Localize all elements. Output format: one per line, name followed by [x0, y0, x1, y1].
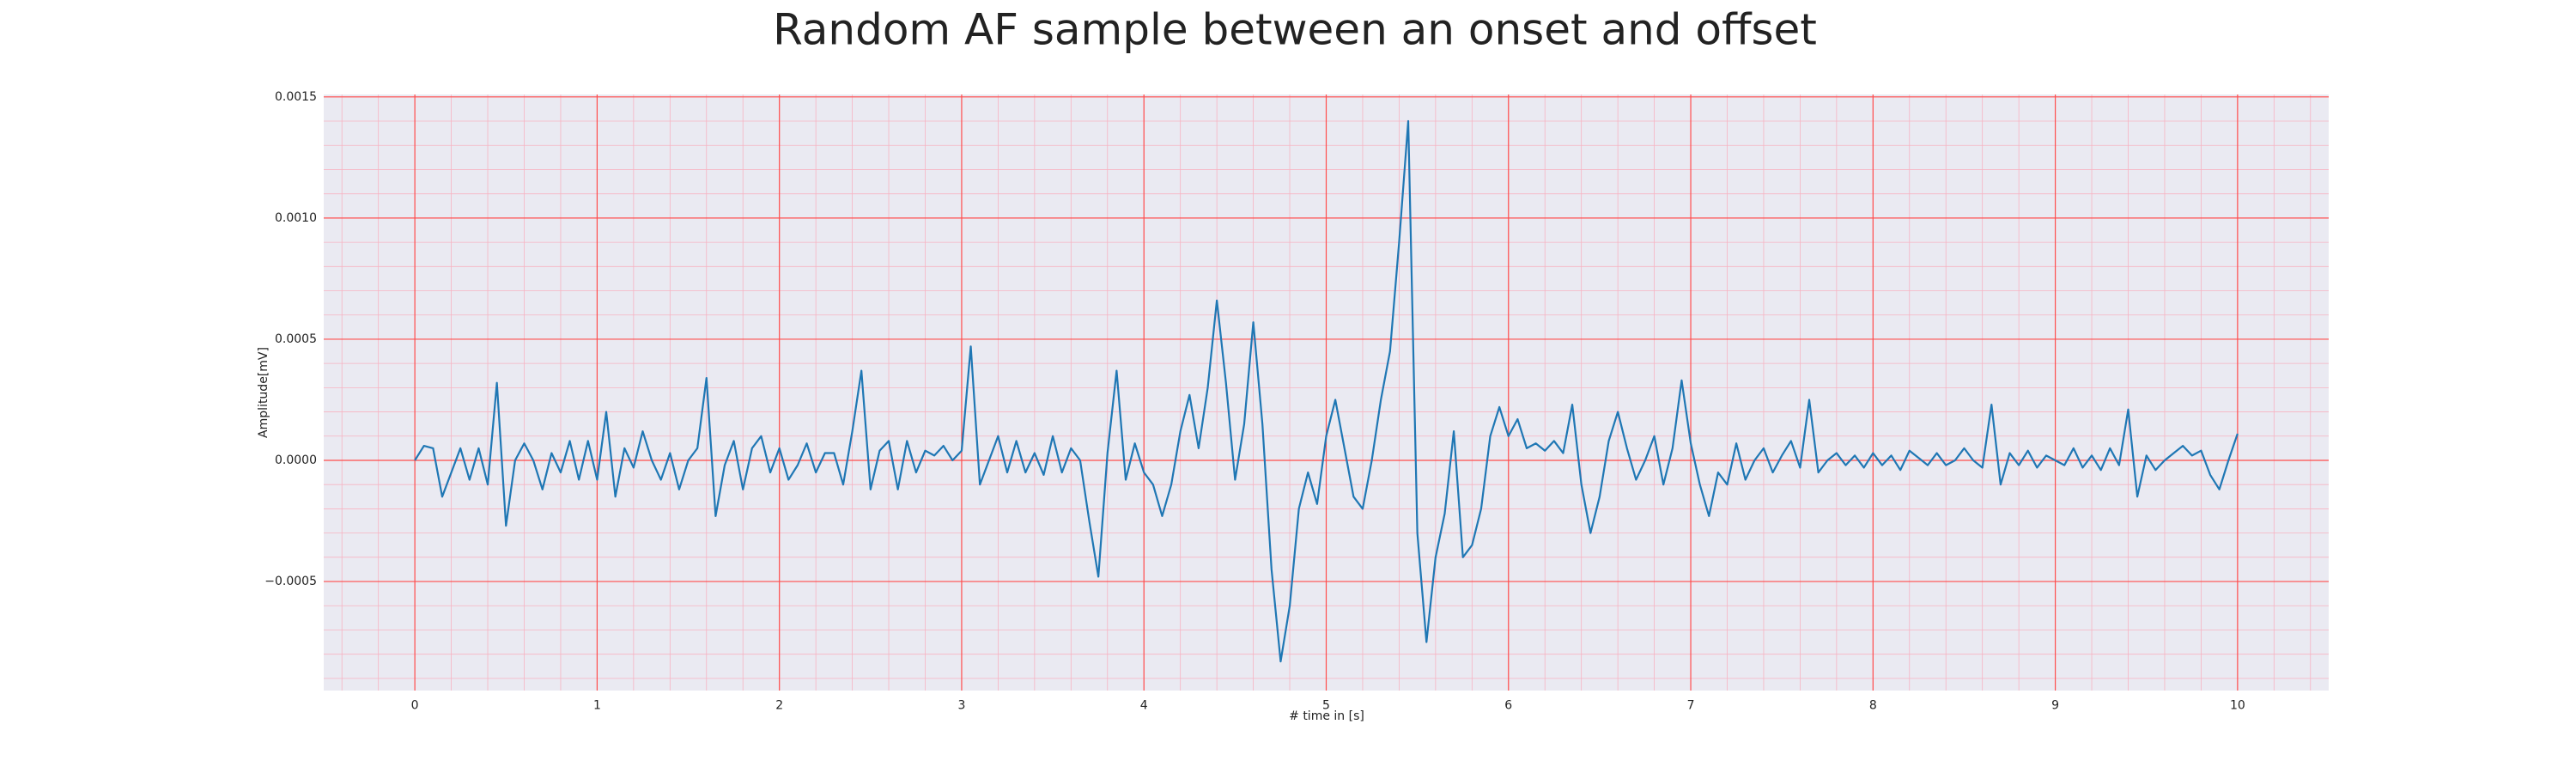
x-tick-label: 0 — [411, 699, 419, 713]
x-tick-label: 9 — [2051, 699, 2059, 713]
y-tick-label: 0.0005 — [275, 332, 317, 346]
x-tick-label: 6 — [1504, 699, 1512, 713]
y-tick-label: 0.0000 — [275, 453, 317, 467]
x-tick-label: 5 — [1322, 699, 1330, 713]
signal-line — [414, 119, 2239, 663]
x-tick-label: 1 — [593, 699, 601, 713]
y-tick-label: 0.0010 — [275, 211, 317, 225]
chart-title: Random AF sample between an onset and of… — [773, 5, 1817, 55]
x-tick-label: 10 — [2230, 699, 2245, 713]
y-axis-label: Amplitude[mV] — [257, 347, 270, 438]
x-tick-label: 2 — [775, 699, 783, 713]
y-tick-label: −0.0005 — [264, 575, 317, 588]
x-axis-label: # time in [s] — [1289, 709, 1364, 723]
x-tick-label: 7 — [1687, 699, 1695, 713]
y-tick-label: 0.0015 — [275, 90, 317, 104]
x-tick-label: 3 — [957, 699, 965, 713]
x-tick-label: 4 — [1140, 699, 1148, 713]
x-tick-label: 8 — [1869, 699, 1877, 713]
